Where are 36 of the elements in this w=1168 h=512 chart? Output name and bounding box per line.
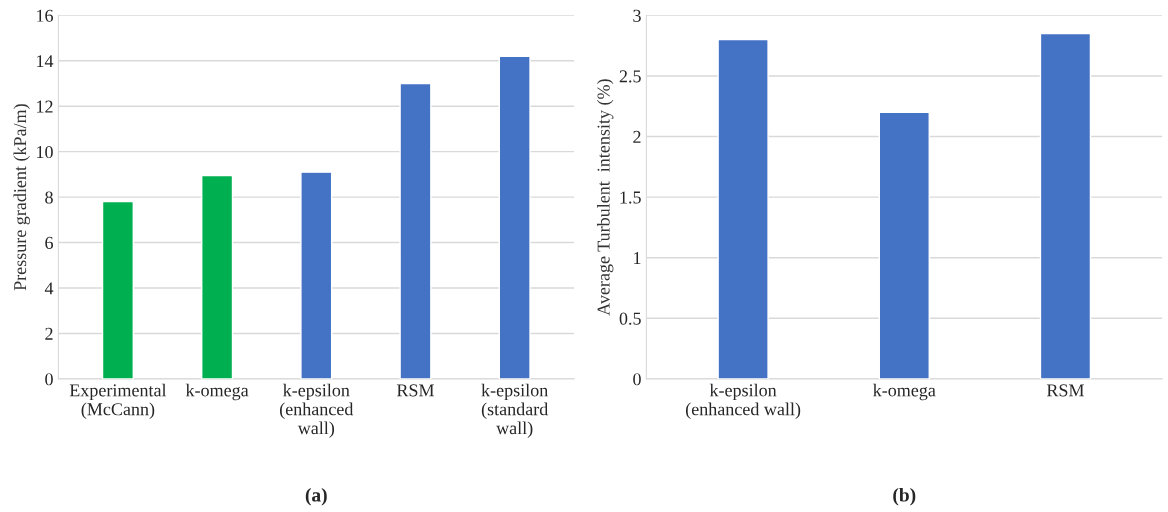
bar xyxy=(717,38,769,379)
text: (b) xyxy=(893,487,916,506)
bar xyxy=(101,200,134,379)
y-tick-label: 10 xyxy=(37,145,53,159)
x-tick-label: k-epsilon (standard wall) xyxy=(481,383,549,438)
x-tick-label: k-epsilon (enhanced wall) xyxy=(279,383,354,438)
text: (a) xyxy=(305,487,327,506)
y-tick-label: 16 xyxy=(37,9,53,22)
y-tick-label: 3 xyxy=(633,9,641,22)
y-tick-label: 1 xyxy=(634,252,641,264)
x-tick-label: RSM xyxy=(1046,384,1084,397)
x-tick-label: Experimental (McCann) xyxy=(69,383,167,419)
y-tick-label: 6 xyxy=(45,236,53,249)
y-tick-label: 2.5 xyxy=(619,70,641,83)
y-tick-label: 0 xyxy=(633,373,641,386)
y-axis-title: Pressure gradient (kPa/m) xyxy=(13,104,30,291)
x-tick-label: k-omega xyxy=(873,383,936,401)
bar xyxy=(498,55,531,379)
x-tick-label: RSM xyxy=(396,384,435,397)
y-tick-label: 0 xyxy=(45,373,53,386)
bar xyxy=(1039,32,1092,379)
y-tick-label: 4 xyxy=(44,282,54,295)
bar xyxy=(399,82,432,379)
y-tick-label: 0.5 xyxy=(619,312,641,325)
y-tick-label: 2 xyxy=(45,327,53,340)
y-axis-title: Average Turbulent intensity (%) xyxy=(596,79,614,316)
x-tick-label: k-omega xyxy=(185,383,249,401)
y-tick-label: 1.5 xyxy=(620,191,641,204)
x-tick-label: k-epsilon (enhanced wall) xyxy=(685,383,801,419)
y-tick-label: 8 xyxy=(45,191,53,204)
bar xyxy=(878,111,930,379)
bar xyxy=(300,171,333,379)
y-tick-label: 12 xyxy=(37,100,53,113)
y-tick-label: 14 xyxy=(37,55,54,68)
bar xyxy=(201,174,234,379)
y-tick-label: 2 xyxy=(633,130,641,143)
